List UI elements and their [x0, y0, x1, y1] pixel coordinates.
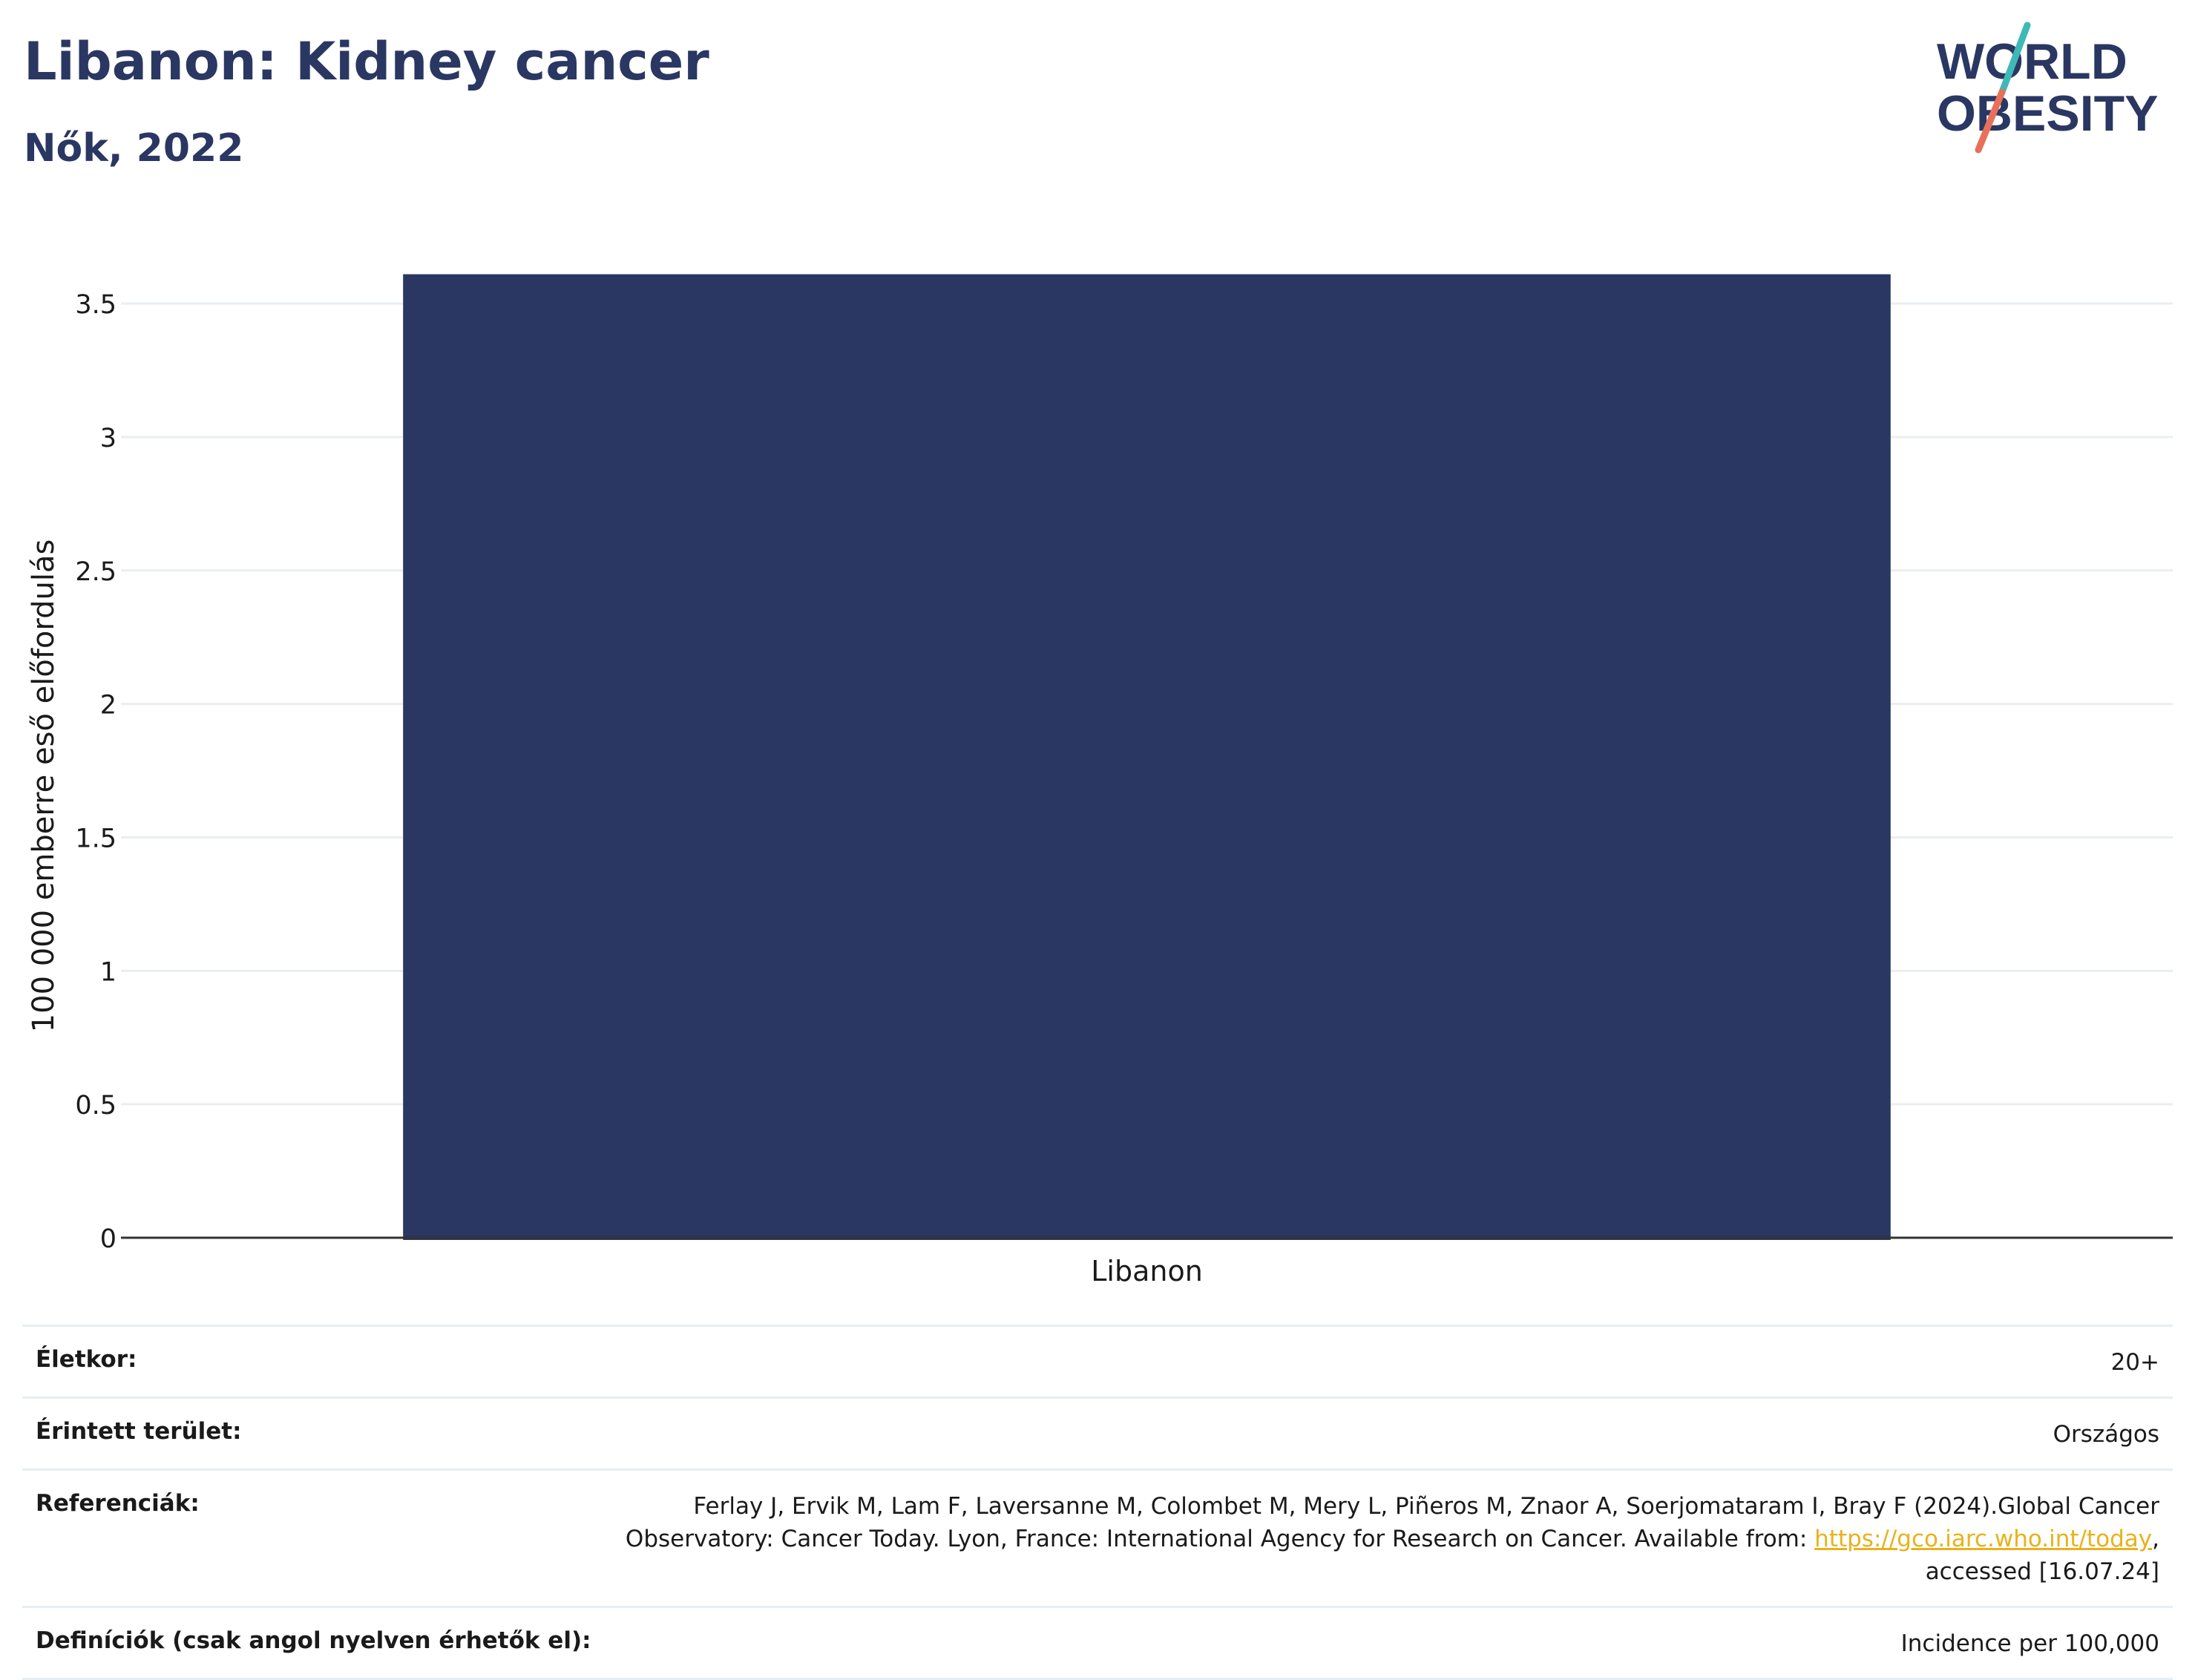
logo-line2: OBESITY	[1937, 85, 2159, 142]
y-tick-label: 0.5	[75, 1091, 117, 1120]
reference-line-2-end: ,	[2152, 1526, 2159, 1552]
world-obesity-logo: WORLD OBESITY	[1937, 22, 2159, 154]
y-tick-label: 1	[100, 957, 117, 987]
age-label: Életkor:	[36, 1346, 137, 1373]
info-row-definitions: Definíciók (csak angol nyelven érhetők e…	[22, 1606, 2173, 1680]
definitions-label: Definíciók (csak angol nyelven érhetők e…	[36, 1627, 591, 1654]
y-tick-label: 2.5	[75, 557, 117, 587]
y-axis-label: 100 000 emberre eső előfordulás	[27, 539, 61, 1033]
reference-line-2: Observatory: Cancer Today. Lyon, France:…	[625, 1526, 1815, 1552]
area-value: Országos	[2053, 1421, 2159, 1448]
bar-chart: 0 0.5 1 1.5 2 2.5 3 3.5 Libanon 100 000 emberre…	[27, 274, 2173, 1287]
definitions-value: Incidence per 100,000	[1900, 1630, 2159, 1657]
logo-slash-top	[1998, 22, 2031, 96]
y-tick-label: 0	[100, 1224, 117, 1254]
y-tick-label: 3	[100, 424, 117, 453]
y-tick-label: 3.5	[75, 290, 117, 320]
y-tick-labels: 0 0.5 1 1.5 2 2.5 3 3.5	[75, 290, 117, 1254]
bars	[403, 274, 1891, 1241]
y-tick-label: 1.5	[75, 824, 117, 853]
area-label: Érintett terület:	[36, 1418, 242, 1445]
references-label: Referenciák:	[36, 1490, 200, 1517]
y-tick-label: 2	[100, 691, 117, 721]
info-row-references: Referenciák: Ferlay J, Ervik M, Lam F, L…	[22, 1469, 2173, 1606]
x-tick-label: Libanon	[1091, 1255, 1203, 1287]
reference-link[interactable]: https://gco.iarc.who.int/today	[1814, 1526, 2153, 1552]
page-title: Libanon: Kidney cancer	[24, 31, 709, 92]
logo-slash-bottom	[1975, 88, 2006, 154]
references-value: Ferlay J, Ervik M, Lam F, Laversanne M, …	[626, 1490, 2159, 1588]
x-tick-labels: Libanon	[1091, 1255, 1203, 1287]
logo-line1: WORLD	[1937, 33, 2127, 90]
age-value: 20+	[2110, 1349, 2159, 1376]
bar[interactable]	[403, 274, 1891, 1241]
reference-line-3: accessed [16.07.24]	[1925, 1558, 2159, 1585]
page-subtitle: Nők, 2022	[24, 126, 244, 171]
info-row-area: Érintett terület: Országos	[22, 1397, 2173, 1469]
reference-line-1: Ferlay J, Ervik M, Lam F, Laversanne M, …	[693, 1493, 2159, 1520]
info-table: Életkor: 20+ Érintett terület: Országos …	[22, 1325, 2173, 1680]
info-row-age: Életkor: 20+	[22, 1325, 2173, 1397]
